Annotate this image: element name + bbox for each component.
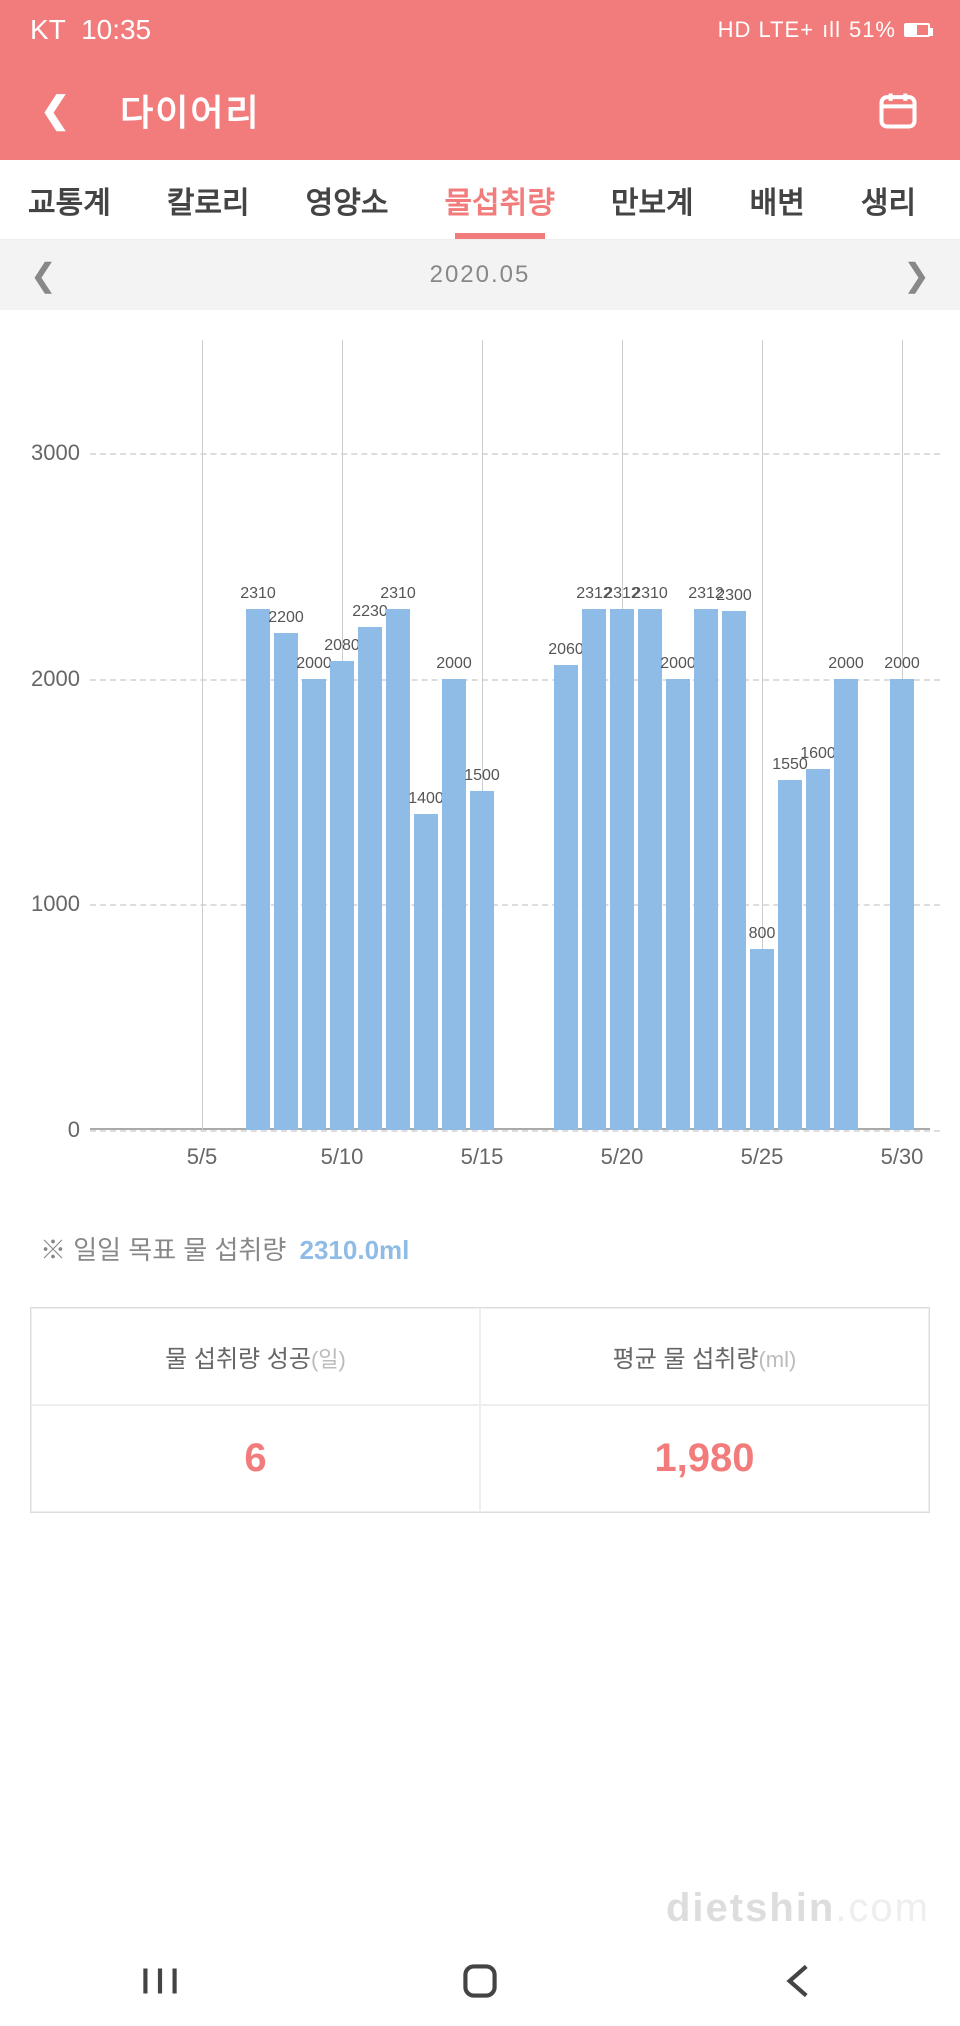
bar-value-label: 2310	[632, 585, 668, 603]
stats-success-value: 6	[31, 1405, 480, 1512]
time-label: 10:35	[81, 14, 151, 45]
chart-plot: 2310220020002080223023101400200015002060…	[90, 340, 930, 1130]
bar-value-label: 2000	[296, 655, 332, 673]
bar-value-label: 1500	[464, 767, 500, 785]
stats-average-unit: (ml)	[758, 1347, 796, 1372]
watermark-brand: dietshin	[666, 1886, 835, 1930]
tab-5[interactable]: 배변	[722, 160, 833, 239]
chart-bar[interactable]	[834, 679, 858, 1130]
system-nav-bar	[0, 1936, 960, 2026]
bar-value-label: 2300	[716, 587, 752, 605]
x-tick-label: 5/30	[881, 1144, 924, 1170]
chart-bar[interactable]	[274, 633, 298, 1130]
chart-bar[interactable]	[890, 679, 914, 1130]
chart-bar[interactable]	[358, 627, 382, 1130]
chart-bar[interactable]	[750, 949, 774, 1130]
stats-success-label: 물 섭취량 성공	[165, 1346, 311, 1373]
x-tick-label: 5/25	[741, 1144, 784, 1170]
goal-prefix: ※ 일일 목표 물 섭취량	[40, 1235, 286, 1265]
tab-3[interactable]: 물섭취량	[416, 160, 582, 239]
watermark: dietshin.com	[666, 1886, 930, 1931]
chart-bar[interactable]	[414, 814, 438, 1130]
carrier-label: KT	[30, 14, 65, 45]
bar-value-label: 2000	[660, 655, 696, 673]
calendar-icon[interactable]	[876, 88, 920, 132]
bar-value-label: 2310	[380, 585, 416, 603]
chart-bar[interactable]	[582, 609, 606, 1130]
tab-4[interactable]: 만보계	[583, 160, 722, 239]
chart-bar[interactable]	[638, 609, 662, 1130]
back-system-button[interactable]	[775, 1956, 825, 2006]
month-label: 2020.05	[430, 261, 531, 289]
recent-apps-button[interactable]	[135, 1956, 185, 2006]
back-button[interactable]: ❮	[40, 89, 70, 131]
page-title: 다이어리	[120, 84, 260, 136]
battery-icon	[904, 23, 930, 37]
network-label: HD LTE+	[718, 17, 814, 43]
stats-average-header: 평균 물 섭취량(ml)	[480, 1308, 929, 1405]
bar-value-label: 2000	[884, 655, 920, 673]
x-tick-label: 5/10	[321, 1144, 364, 1170]
chart-bar[interactable]	[778, 780, 802, 1130]
chart-bar[interactable]	[386, 609, 410, 1130]
chart-bar[interactable]	[722, 611, 746, 1130]
bar-value-label: 2000	[828, 655, 864, 673]
month-navigator: ❮ 2020.05 ❯	[0, 240, 960, 310]
chart-bar[interactable]	[246, 609, 270, 1130]
tab-2[interactable]: 영양소	[278, 160, 417, 239]
bar-value-label: 2200	[268, 609, 304, 627]
chart-bar[interactable]	[554, 665, 578, 1130]
bar-value-label: 2000	[436, 655, 472, 673]
tab-6[interactable]: 생리	[833, 160, 944, 239]
chart-bar[interactable]	[610, 609, 634, 1130]
y-tick-label: 3000	[20, 440, 80, 466]
bar-value-label: 800	[749, 925, 776, 943]
chart-bar[interactable]	[470, 791, 494, 1130]
chart-bar[interactable]	[330, 661, 354, 1130]
chart-bar[interactable]	[302, 679, 326, 1130]
tab-0[interactable]: 교통계	[0, 160, 139, 239]
goal-value: 2310.0ml	[300, 1235, 410, 1265]
next-month-button[interactable]: ❯	[903, 256, 930, 294]
status-right: HD LTE+ ıll 51%	[718, 17, 930, 43]
bar-value-label: 2230	[352, 603, 388, 621]
battery-label: 51%	[849, 17, 896, 43]
grid-line	[90, 1130, 940, 1132]
bar-value-label: 2060	[548, 641, 584, 659]
stats-table: 물 섭취량 성공(일) 평균 물 섭취량(ml) 6 1,980	[30, 1307, 930, 1513]
chart-bar[interactable]	[694, 609, 718, 1130]
x-tick-label: 5/20	[601, 1144, 644, 1170]
status-left: KT 10:35	[30, 14, 151, 46]
app-header: ❮ 다이어리	[0, 60, 960, 160]
watermark-suffix: .com	[835, 1886, 930, 1930]
stats-success-header: 물 섭취량 성공(일)	[31, 1308, 480, 1405]
y-tick-label: 2000	[20, 666, 80, 692]
chart-bar[interactable]	[442, 679, 466, 1130]
y-tick-label: 0	[20, 1117, 80, 1143]
y-tick-label: 1000	[20, 891, 80, 917]
signal-icon: ıll	[822, 17, 841, 43]
water-intake-chart: 0 1000 2000 3000 5/5 5/10 5/15 5/20 5/25 5/30 2310…	[20, 340, 940, 1190]
chart-bar[interactable]	[806, 769, 830, 1130]
x-tick-label: 5/5	[187, 1144, 218, 1170]
home-button[interactable]	[455, 1956, 505, 2006]
x-tick-label: 5/15	[461, 1144, 504, 1170]
chart-bar[interactable]	[666, 679, 690, 1130]
stats-average-value: 1,980	[480, 1405, 929, 1512]
bar-value-label: 1600	[800, 745, 836, 763]
goal-note: ※ 일일 목표 물 섭취량 2310.0ml	[40, 1230, 920, 1267]
stats-success-unit: (일)	[311, 1347, 346, 1372]
prev-month-button[interactable]: ❮	[30, 256, 57, 294]
bar-value-label: 2310	[240, 585, 276, 603]
stats-average-label: 평균 물 섭취량	[613, 1346, 759, 1373]
status-bar: KT 10:35 HD LTE+ ıll 51%	[0, 0, 960, 60]
bar-value-label: 2080	[324, 637, 360, 655]
bar-value-label: 1400	[408, 790, 444, 808]
tab-1[interactable]: 칼로리	[139, 160, 278, 239]
tab-bar: 교통계칼로리영양소물섭취량만보계배변생리	[0, 160, 960, 240]
